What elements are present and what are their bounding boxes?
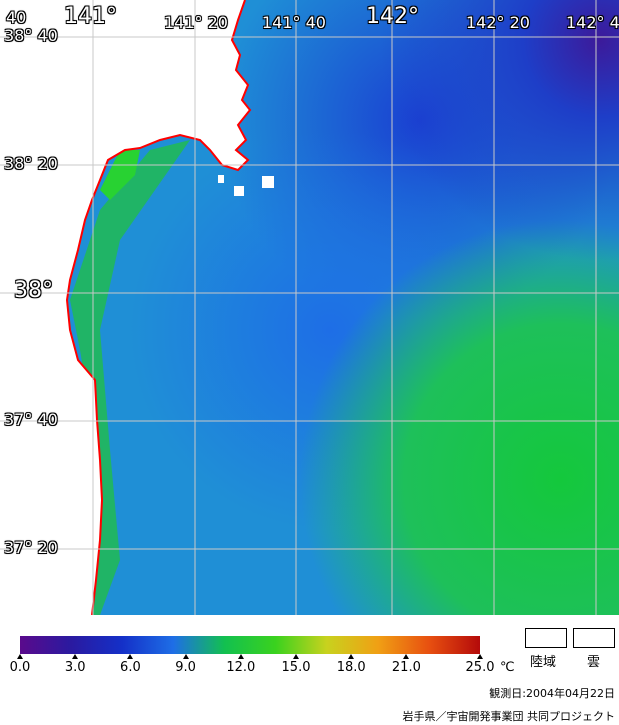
scale-tick-mark bbox=[17, 654, 23, 659]
temperature-color-scale bbox=[20, 636, 480, 654]
scale-tick-mark bbox=[127, 654, 134, 659]
land-legend-label: 陸域 bbox=[530, 655, 557, 670]
scale-tick-mark bbox=[72, 654, 79, 659]
lat-label: 37° 40 bbox=[4, 410, 58, 429]
lat-label: 38° 40 bbox=[4, 26, 58, 45]
lat-label: 37° 20 bbox=[4, 538, 58, 557]
scale-tick-mark bbox=[293, 654, 299, 659]
lon-label: 142° 20 bbox=[466, 13, 530, 32]
lat-label: 38° 20 bbox=[4, 154, 58, 173]
scale-tick-label: 18.0 bbox=[336, 660, 366, 675]
bay-warm-water bbox=[100, 150, 140, 200]
project-credit: 岩手県／宇宙開発事業団 共同プロジェクト bbox=[402, 710, 616, 723]
scale-tick-label: 0.0 bbox=[9, 660, 31, 675]
scale-tick-label: 3.0 bbox=[64, 660, 86, 675]
observation-date: 観測日:2004年04月22日 bbox=[489, 687, 615, 700]
lon-label: 142° 4 bbox=[566, 13, 619, 32]
coastline bbox=[65, 0, 252, 615]
cloud-pixel bbox=[218, 175, 224, 183]
lon-label: 141° 40 bbox=[262, 13, 326, 32]
lon-label: 142° bbox=[366, 4, 419, 29]
sea-surface-temperature-map: 40 141° 141° 20 141° 40 142° 142° 20 142… bbox=[0, 0, 619, 615]
cloud-pixel bbox=[262, 176, 274, 188]
corner-label: 40 bbox=[6, 8, 27, 27]
scale-tick-mark bbox=[403, 654, 410, 659]
lon-label: 141° 20 bbox=[164, 13, 228, 32]
scale-tick-label: 25.0 bbox=[465, 660, 495, 675]
lat-label: 38° bbox=[14, 278, 53, 303]
land-area bbox=[0, 0, 250, 615]
cloud-legend-label: 雲 bbox=[587, 655, 601, 670]
cloud-legend-swatch bbox=[573, 628, 615, 648]
scale-tick-mark bbox=[182, 654, 189, 659]
cloud-pixel bbox=[234, 186, 244, 196]
land-legend-swatch bbox=[525, 628, 567, 648]
graticule bbox=[0, 0, 619, 615]
scale-tick-mark bbox=[348, 654, 355, 659]
scale-tick-mark bbox=[477, 654, 483, 659]
scale-tick-label: 21.0 bbox=[391, 660, 421, 675]
lon-label: 141° bbox=[64, 4, 117, 29]
scale-tick-label: 9.0 bbox=[175, 660, 196, 675]
scale-tick-label: 15.0 bbox=[281, 660, 311, 675]
map-canvas bbox=[0, 0, 619, 615]
temperature-unit: ℃ bbox=[500, 660, 515, 675]
scale-tick-label: 12.0 bbox=[226, 660, 256, 675]
scale-tick-mark bbox=[237, 654, 244, 659]
scale-tick-label: 6.0 bbox=[120, 660, 141, 675]
